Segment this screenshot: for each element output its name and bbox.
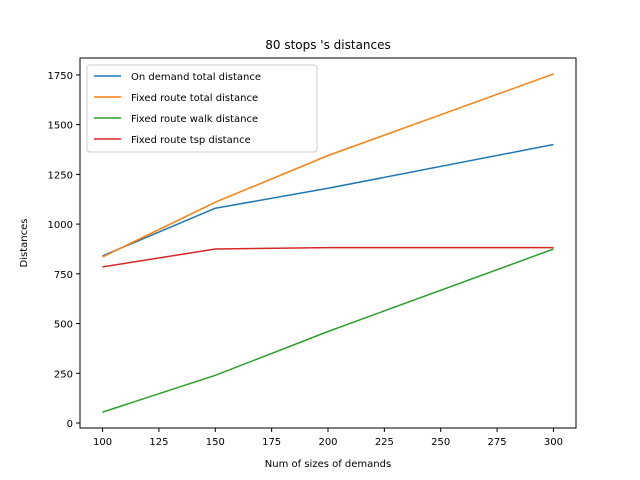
series-layer [102,73,554,413]
y-tick-label: 1250 [48,170,73,181]
legend-label-3: Fixed route tsp distance [131,135,251,146]
x-tick-label: 150 [206,437,225,448]
x-axis-ticks: 100 125 150 175 200 225 250 275 300 [93,428,563,448]
legend: On demand total distance Fixed route tota… [86,64,318,153]
legend-label-1: Fixed route total distance [131,93,258,104]
legend-label-2: Fixed route walk distance [131,114,258,125]
series-line-1 [102,73,554,258]
x-tick-label: 125 [149,437,168,448]
x-tick-label: 100 [93,437,112,448]
y-axis-ticks: 0 250 500 750 1000 1250 1500 1750 [48,71,80,430]
legend-box [86,64,318,153]
plot-area: 100 125 150 175 200 225 250 275 300 0 250 500 750 10… [48,57,577,448]
y-tick-label: 1500 [48,121,73,132]
y-tick-label: 1000 [48,220,73,231]
y-tick-label: 500 [54,320,73,331]
series-line-2 [102,248,554,413]
chart-title: 80 stops 's distances [265,38,391,52]
x-tick-label: 275 [488,437,507,448]
y-axis-label: Distances [19,219,30,268]
x-tick-label: 250 [431,437,450,448]
x-axis-label: Num of sizes of demands [265,459,391,470]
y-tick-label: 750 [54,270,73,281]
series-line-0 [102,143,554,257]
x-tick-label: 225 [375,437,394,448]
y-tick-label: 0 [67,419,73,430]
legend-label-0: On demand total distance [131,72,261,83]
y-tick-label: 250 [54,369,73,380]
x-tick-label: 300 [544,437,563,448]
x-tick-label: 200 [318,437,337,448]
x-tick-label: 175 [262,437,281,448]
series-line-3 [102,246,554,268]
y-tick-label: 1750 [48,71,73,82]
